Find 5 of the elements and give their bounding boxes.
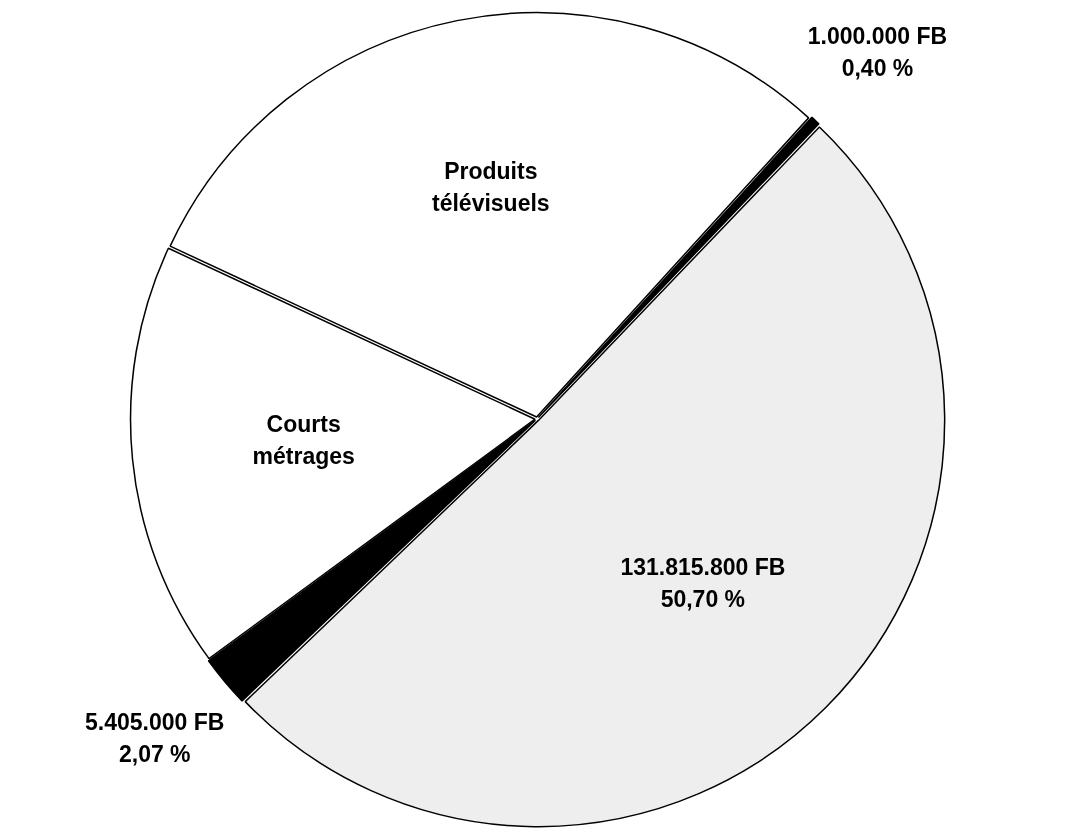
data-label: 131.815.800 FB 50,70 % [620,554,786,613]
slice-label: Produits télévisuels [432,158,550,217]
data-label: 5.405.000 FB 2,07 % [85,709,225,768]
slice-label: Courts métrages [252,411,355,470]
data-label: 1.000.000 FB 0,40 % [807,23,948,82]
